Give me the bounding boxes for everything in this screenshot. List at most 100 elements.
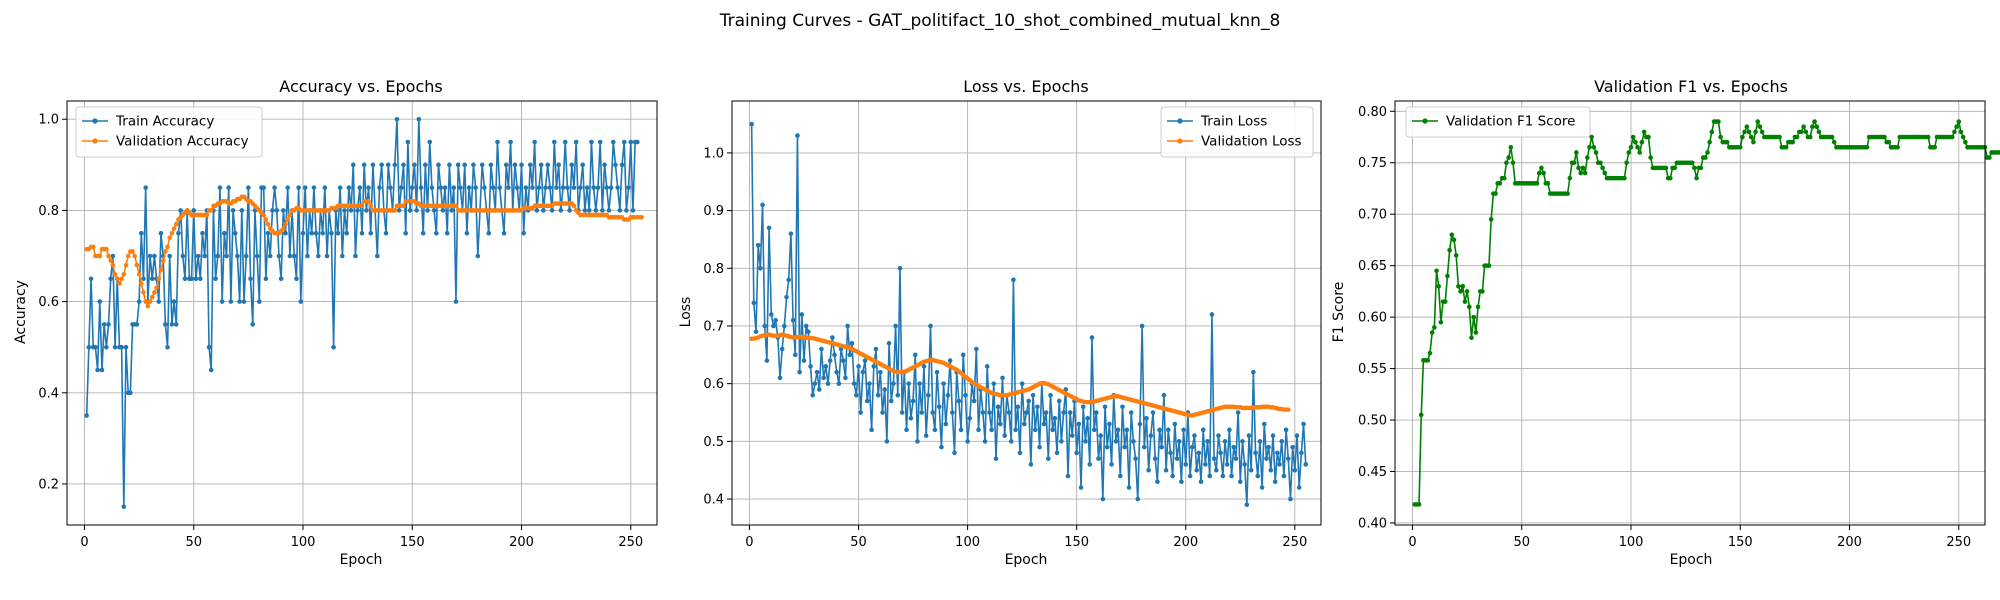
data-point — [1467, 304, 1472, 310]
data-point — [908, 415, 914, 421]
data-point — [980, 410, 986, 415]
data-point — [1083, 439, 1088, 444]
data-point — [335, 230, 341, 236]
legend-marker — [92, 138, 98, 144]
y-tick-label: 0.75 — [1358, 156, 1387, 171]
data-point — [904, 427, 909, 433]
data-point — [230, 208, 236, 213]
data-point — [265, 230, 271, 236]
data-point — [1587, 145, 1592, 150]
data-point — [1168, 450, 1173, 456]
data-point — [447, 162, 452, 168]
data-point — [808, 364, 813, 369]
data-point — [1751, 139, 1756, 145]
data-point — [1748, 134, 1754, 140]
data-point — [847, 352, 853, 358]
data-point — [1087, 462, 1093, 467]
data-point — [409, 185, 415, 190]
data-point — [1451, 237, 1457, 243]
data-point — [449, 208, 454, 213]
data-point — [786, 277, 792, 283]
data-point — [512, 162, 518, 168]
data-point — [169, 322, 175, 327]
data-point — [541, 208, 546, 213]
data-point — [217, 185, 223, 190]
data-point — [1048, 392, 1053, 398]
data-point — [235, 253, 240, 259]
data-point — [361, 162, 367, 168]
data-point — [917, 381, 922, 386]
y-tick-label: 0.65 — [1358, 259, 1387, 274]
data-point — [536, 185, 542, 190]
data-point — [1576, 165, 1581, 171]
data-point — [506, 185, 511, 190]
data-point — [1002, 433, 1007, 438]
data-point — [285, 185, 291, 190]
data-point — [782, 323, 787, 329]
data-point — [1076, 421, 1082, 427]
y-tick-label: 0.50 — [1358, 414, 1387, 429]
data-point — [1724, 139, 1730, 145]
accuracy-chart-ylabel: Accuracy — [13, 280, 29, 344]
data-point — [1181, 427, 1186, 433]
data-point — [941, 381, 946, 386]
data-point — [1458, 289, 1463, 294]
data-point — [1539, 165, 1544, 171]
data-point — [353, 253, 358, 259]
accuracy-chart-axes-frame — [66, 100, 658, 526]
data-point — [134, 262, 140, 268]
data-point — [1065, 473, 1071, 479]
data-point — [254, 253, 260, 259]
data-point — [1600, 165, 1605, 171]
data-point — [165, 344, 170, 350]
series-line — [750, 124, 1307, 506]
loss-chart-ylabel: Loss — [678, 297, 694, 328]
data-point — [1692, 165, 1697, 171]
data-point — [158, 267, 164, 272]
data-point — [624, 208, 629, 213]
data-point — [1694, 175, 1699, 181]
data-point — [755, 242, 761, 248]
data-point — [1115, 427, 1121, 433]
data-point — [1759, 129, 1765, 135]
data-point — [1895, 145, 1900, 150]
data-point — [147, 299, 153, 304]
data-point — [383, 230, 389, 236]
data-point — [1275, 450, 1280, 456]
data-point — [300, 230, 306, 236]
data-point — [141, 290, 146, 295]
data-point — [1187, 473, 1193, 479]
f1-chart: Validation F1 vs. Epochs Epoch F1 Score … — [1331, 77, 2000, 568]
data-point — [296, 185, 301, 190]
data-point — [1453, 253, 1459, 258]
data-point — [302, 185, 308, 190]
y-tick-label: 0.5 — [703, 435, 724, 450]
data-point — [392, 208, 398, 213]
data-point — [1432, 325, 1437, 330]
x-tick-label: 250 — [618, 535, 643, 550]
data-point — [1705, 150, 1710, 155]
data-point — [1628, 145, 1634, 150]
data-point — [753, 329, 759, 335]
data-point — [265, 221, 271, 227]
data-point — [1456, 283, 1461, 289]
data-point — [178, 208, 183, 213]
x-tick-label: 200 — [1837, 535, 1862, 550]
data-point — [420, 230, 426, 236]
data-point — [399, 185, 404, 190]
data-point — [1958, 129, 1964, 135]
y-tick-label: 0.70 — [1358, 208, 1387, 223]
data-point — [982, 439, 988, 444]
data-point — [322, 185, 328, 190]
data-point — [779, 346, 785, 352]
data-point — [451, 185, 457, 190]
data-point — [298, 299, 304, 304]
data-point — [198, 276, 203, 282]
data-point — [547, 185, 553, 190]
data-point — [1056, 398, 1062, 404]
data-point — [1011, 277, 1016, 283]
data-point — [1449, 232, 1455, 238]
data-point — [1716, 119, 1721, 124]
data-point — [320, 230, 325, 236]
